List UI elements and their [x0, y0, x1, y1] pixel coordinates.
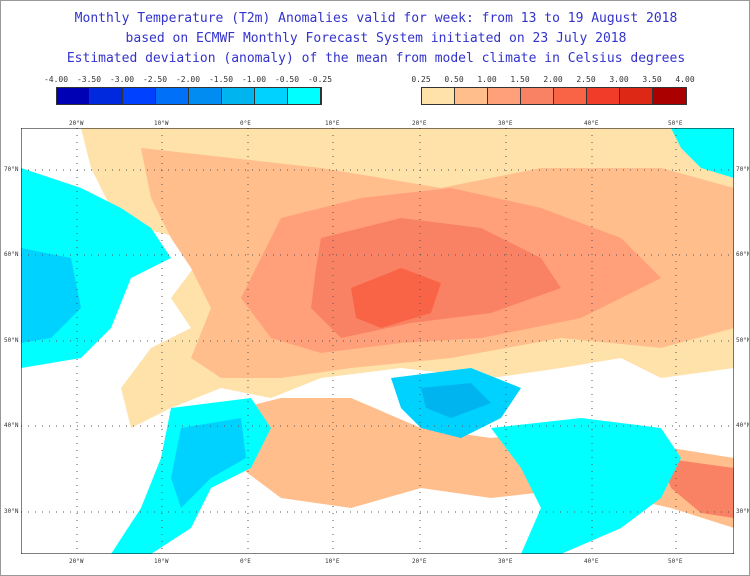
legend-swatch: [288, 88, 321, 104]
legend-swatch: [521, 88, 554, 104]
legend-swatch: [620, 88, 653, 104]
cold-legend: [56, 87, 322, 105]
legend-tick: -1.50: [208, 75, 234, 84]
legend-swatch: [222, 88, 255, 104]
lat-label: 50°N: [4, 337, 19, 344]
legend-swatch: [156, 88, 189, 104]
lon-label: 0°E: [240, 558, 251, 565]
legend-swatch: [57, 88, 90, 104]
legend-tick: 3.00: [609, 75, 629, 84]
legend-tick: 0.25: [411, 75, 431, 84]
lat-label: 40°N: [736, 422, 750, 429]
lon-label: 20°E: [412, 120, 427, 127]
lon-label: 20°W: [69, 558, 84, 565]
anomaly-map: [21, 128, 734, 554]
legend-tick: 1.50: [510, 75, 530, 84]
warm-legend: [421, 87, 687, 105]
lon-label: 30°E: [498, 558, 513, 565]
legend-tick: -0.50: [274, 75, 300, 84]
cold-region-balkans-2: [421, 383, 491, 418]
lon-label: 20°E: [412, 558, 427, 565]
lat-label: 70°N: [4, 166, 19, 173]
legend-swatch: [422, 88, 455, 104]
legend-tick: 0.50: [444, 75, 464, 84]
cold-region-atlantic-2: [21, 248, 81, 343]
lat-label: 60°N: [4, 251, 19, 258]
legend-swatch: [554, 88, 587, 104]
warm-region-2: [351, 268, 441, 328]
legend-tick: 1.00: [477, 75, 497, 84]
legend-swatch: [123, 88, 156, 104]
legend-tick: -3.50: [76, 75, 102, 84]
warm-region-arabia: [661, 458, 734, 518]
legend-tick: -2.50: [142, 75, 168, 84]
legend-tick: 2.50: [576, 75, 596, 84]
legend-tick: -4.00: [43, 75, 69, 84]
cold-region-north: [671, 128, 734, 178]
lon-label: 30°E: [498, 120, 513, 127]
lon-label: 50°E: [668, 558, 683, 565]
lat-label: 50°N: [736, 337, 750, 344]
lon-label: 0°E: [240, 120, 251, 127]
legend-tick: 4.00: [675, 75, 695, 84]
title-line-3: Estimated deviation (anomaly) of the mea…: [66, 51, 686, 66]
legend-swatch: [653, 88, 686, 104]
lat-label: 60°N: [736, 251, 750, 258]
warm-region-south: [201, 398, 734, 528]
legend-swatch: [255, 88, 288, 104]
legend-swatch: [455, 88, 488, 104]
lon-label: 10°E: [325, 120, 340, 127]
lat-label: 70°N: [736, 166, 750, 173]
title-line-1: Monthly Temperature (T2m) Anomalies vali…: [74, 11, 678, 26]
legend-tick: -3.00: [109, 75, 135, 84]
legend-swatch: [90, 88, 123, 104]
legend-swatch: [189, 88, 222, 104]
lat-label: 30°N: [736, 508, 750, 515]
cold-region-middle-east: [491, 418, 681, 554]
legend-tick: 3.50: [642, 75, 662, 84]
graticule: [21, 128, 734, 554]
title-line-2: based on ECMWF Monthly Forecast System i…: [125, 31, 627, 46]
legend-tick: -2.00: [175, 75, 201, 84]
lon-label: 10°W: [154, 558, 169, 565]
legend-swatch: [587, 88, 620, 104]
legend-swatch: [488, 88, 521, 104]
lon-label: 10°W: [154, 120, 169, 127]
lon-label: 50°E: [668, 120, 683, 127]
legend-tick: 2.00: [543, 75, 563, 84]
lon-label: 20°W: [69, 120, 84, 127]
legend-tick: -0.25: [307, 75, 333, 84]
lon-label: 10°E: [325, 558, 340, 565]
lat-label: 40°N: [4, 422, 19, 429]
lat-label: 30°N: [4, 508, 19, 515]
lon-label: 40°E: [584, 120, 599, 127]
lon-label: 40°E: [584, 558, 599, 565]
legend-tick: -1.00: [241, 75, 267, 84]
cold-region-iberia-2: [171, 418, 246, 508]
